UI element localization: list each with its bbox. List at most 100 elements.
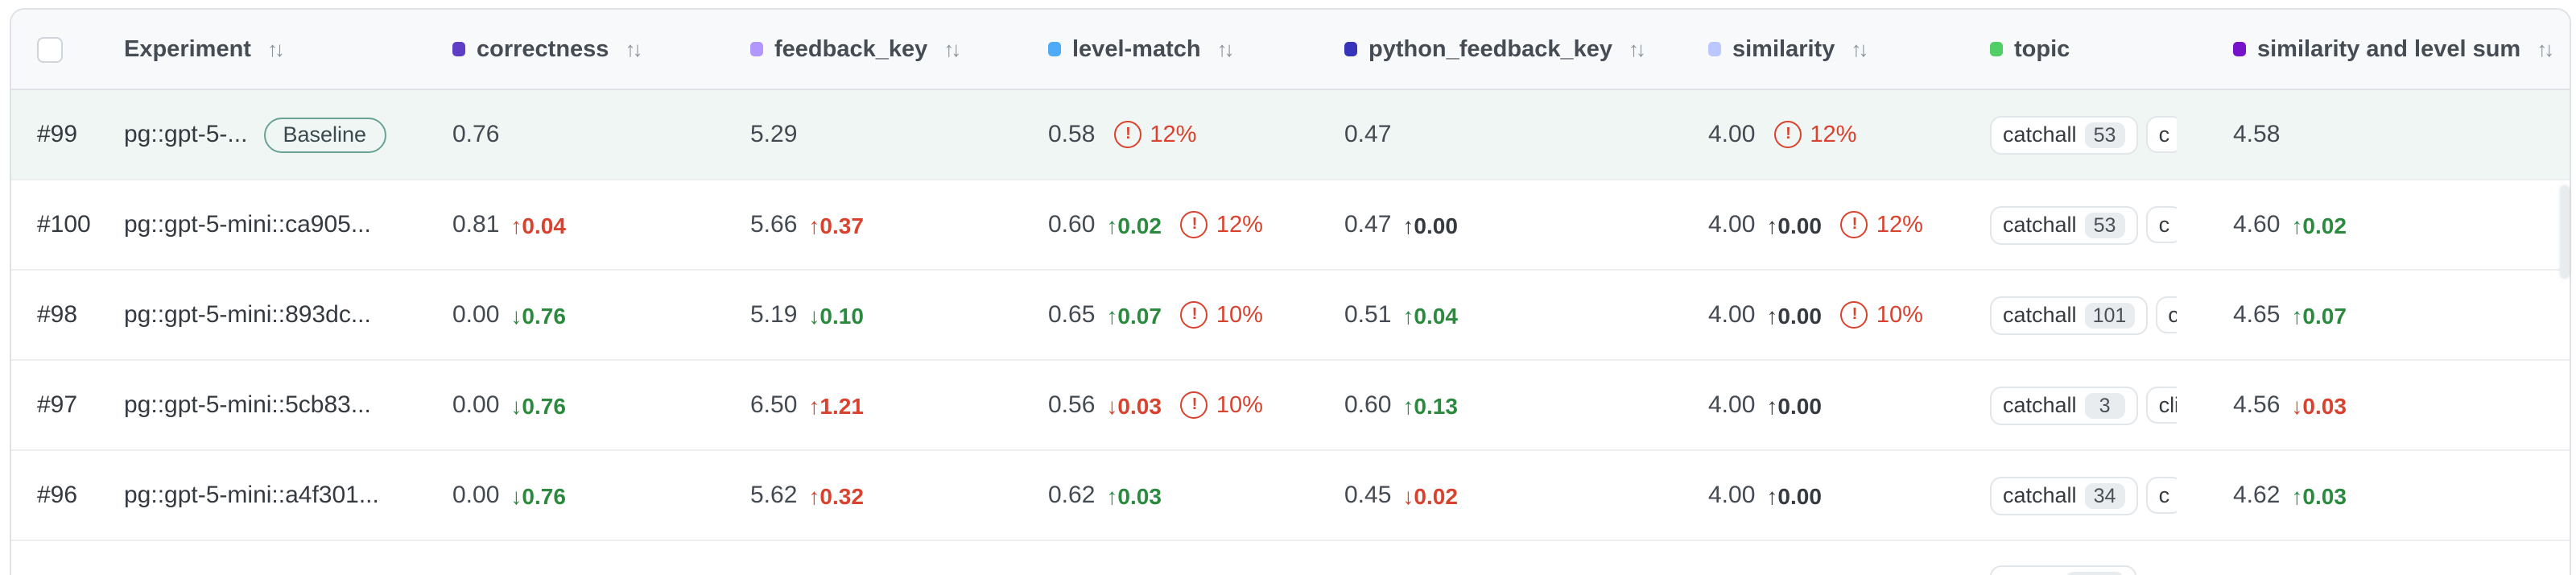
delta-arrow-icon: ↑ [1106, 212, 1118, 238]
metric-value: 4.00 [1708, 121, 1756, 148]
metric-value: 0.00 [452, 301, 500, 329]
delta-arrow-icon: ↑ [808, 482, 820, 508]
topic-cell [1990, 541, 2177, 575]
metric-value: 0.51 [1344, 301, 1392, 329]
topic-count-badge: 53 [2084, 122, 2125, 147]
delta-down: ↓0.76 [510, 302, 566, 328]
alert-circle-icon: ! [1840, 211, 1868, 238]
delta-down: ↓0.03 [2291, 392, 2347, 418]
column-header-experiment[interactable]: Experiment ↑↓ [124, 10, 285, 89]
delta-value: 0.00 [1777, 392, 1822, 418]
row-id: #96 [37, 482, 78, 509]
topic-chip-label: c [2158, 122, 2170, 147]
table-row[interactable]: #99 pg::gpt-5-... Baseline 0.76 5.29 0.58! 12%… [11, 90, 2570, 180]
topic-chip: c [2145, 206, 2177, 243]
metric-cell-python_feedback_key: 0.47 [1344, 90, 1391, 179]
table-row[interactable]: #98 pg::gpt-5-mini::893dc... 0.00 ↓0.76 5.19… [11, 271, 2570, 361]
topic-cell: catchall 53 c [1990, 90, 2177, 179]
metric-cell-similarity: 4.00 ! 12% [1708, 90, 1856, 179]
column-header-similarity[interactable]: similarity ↑↓ [1708, 10, 1868, 89]
metric-value: 4.00 [1708, 391, 1756, 419]
column-header-label: python_feedback_key [1368, 36, 1613, 62]
delta-value: 0.03 [2302, 482, 2347, 508]
metric-value: 0.65 [1048, 301, 1096, 329]
topic-cell: catchall 3 cli [1990, 361, 2177, 449]
table-row[interactable] [11, 541, 2570, 575]
metric-value: 0.76 [452, 121, 500, 148]
delta-down: ↓0.76 [510, 482, 566, 508]
delta-value: 0.03 [1117, 482, 1162, 508]
column-header-sum[interactable]: similarity and level sum ↑↓ [2233, 10, 2554, 89]
metric-value: 5.29 [750, 121, 798, 148]
delta-arrow-icon: ↑ [1402, 212, 1414, 238]
delta-value: 0.76 [522, 302, 566, 328]
sort-icon: ↑↓ [1216, 37, 1235, 61]
metric-value: 0.81 [452, 211, 500, 238]
topic-chip-label: catchall [2003, 393, 2077, 417]
delta-arrow-icon: ↑ [1106, 302, 1118, 328]
sort-icon: ↑↓ [943, 37, 961, 61]
column-header-python_feedback_key[interactable]: python_feedback_key ↑↓ [1344, 10, 1646, 89]
regression-alert: ! 12% [1774, 121, 1856, 148]
delta-value: 0.00 [1777, 302, 1822, 328]
column-header-correctness[interactable]: correctness ↑↓ [452, 10, 642, 89]
regression-alert: ! 12% [1180, 211, 1263, 238]
topic-count-badge: 101 [2084, 302, 2135, 328]
delta-down: ↓0.03 [1106, 392, 1162, 418]
experiment-name: pg::gpt-5-... [124, 121, 248, 148]
delta-value: 0.07 [1117, 302, 1162, 328]
alert-circle-icon: ! [1840, 301, 1868, 329]
alert-percent: 10% [1216, 302, 1263, 328]
delta-arrow-icon: ↓ [1106, 392, 1118, 418]
delta-arrow-icon: ↓ [1402, 482, 1414, 508]
metric-value: 4.65 [2233, 301, 2281, 329]
metric-value: 0.58 [1048, 121, 1096, 148]
topic-count-badge: 34 [2084, 482, 2125, 508]
delta-arrow-icon: ↑ [1766, 302, 1778, 328]
delta-value: 0.07 [2302, 302, 2347, 328]
metric-value: 4.58 [2233, 121, 2281, 148]
delta-down: ↓0.02 [1402, 482, 1458, 508]
experiment-name: pg::gpt-5-mini::893dc... [124, 301, 371, 329]
select-all-checkbox[interactable] [37, 36, 63, 62]
delta-up: ↑1.21 [808, 392, 864, 418]
metric-cell-python_feedback_key: 0.45 ↓0.02 [1344, 451, 1458, 540]
delta-up: ↑0.00 [1766, 392, 1822, 418]
metric-cell-level_match: 0.65 ↑0.07! 10% [1048, 271, 1263, 359]
delta-arrow-icon: ↑ [1402, 302, 1414, 328]
delta-value: 0.76 [522, 482, 566, 508]
metric-value: 6.50 [750, 391, 798, 419]
regression-alert: ! 12% [1114, 121, 1196, 148]
column-header-label: level-match [1072, 36, 1201, 62]
table-row[interactable]: #100 pg::gpt-5-mini::ca905... 0.81 ↑0.04 5.6… [11, 180, 2570, 271]
metric-cell-sum: 4.56 ↓0.03 [2233, 361, 2347, 449]
metric-color-dot-icon [1990, 42, 2003, 56]
table-row[interactable]: #97 pg::gpt-5-mini::5cb83... 0.00 ↓0.76 6.50… [11, 361, 2570, 451]
column-header-label: similarity and level sum [2257, 36, 2521, 62]
metric-color-dot-icon [452, 42, 465, 56]
metric-cell-correctness: 0.00 ↓0.76 [452, 361, 566, 449]
experiment-name: pg::gpt-5-mini::a4f301... [124, 482, 379, 509]
delta-value: 0.02 [1117, 212, 1162, 238]
metric-cell-feedback_key: 6.50 ↑1.21 [750, 361, 864, 449]
metric-value: 4.60 [2233, 211, 2281, 238]
metric-value: 5.62 [750, 482, 798, 509]
vertical-scrollbar-thumb[interactable] [2560, 185, 2570, 279]
metric-value: 0.62 [1048, 482, 1096, 509]
metric-value: 0.60 [1344, 391, 1392, 419]
metric-cell-level_match: 0.60 ↑0.02! 12% [1048, 180, 1263, 269]
column-header-level_match[interactable]: level-match ↑↓ [1048, 10, 1235, 89]
metric-value: 0.45 [1344, 482, 1392, 509]
topic-chip-label: catchall [2003, 483, 2077, 507]
alert-circle-icon: ! [1774, 121, 1802, 148]
delta-up: ↑0.02 [1106, 212, 1162, 238]
metric-value: 0.00 [452, 482, 500, 509]
delta-arrow-icon: ↑ [808, 212, 820, 238]
metric-cell-feedback_key: 5.62 ↑0.32 [750, 451, 864, 540]
column-header-feedback_key[interactable]: feedback_key ↑↓ [750, 10, 961, 89]
topic-chip: c [2155, 296, 2177, 333]
sort-icon: ↑↓ [625, 37, 642, 61]
delta-arrow-icon: ↑ [2291, 482, 2303, 508]
table-row[interactable]: #96 pg::gpt-5-mini::a4f301... 0.00 ↓0.76 5.6… [11, 451, 2570, 541]
table-header: Experiment ↑↓ correctness ↑↓ feedback_key ↑↓ l… [11, 10, 2570, 90]
